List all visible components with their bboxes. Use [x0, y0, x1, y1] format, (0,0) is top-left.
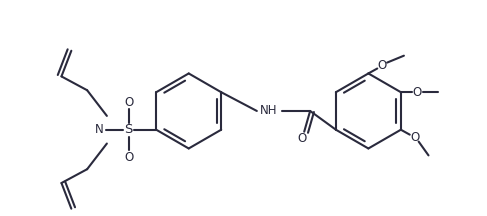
Text: S: S [124, 123, 133, 136]
Text: NH: NH [260, 105, 278, 118]
Text: N: N [94, 123, 103, 136]
Text: O: O [298, 132, 307, 145]
Text: O: O [410, 131, 419, 144]
Text: O: O [124, 151, 133, 164]
Text: O: O [377, 59, 387, 72]
Text: O: O [124, 95, 133, 109]
Text: O: O [412, 86, 421, 99]
